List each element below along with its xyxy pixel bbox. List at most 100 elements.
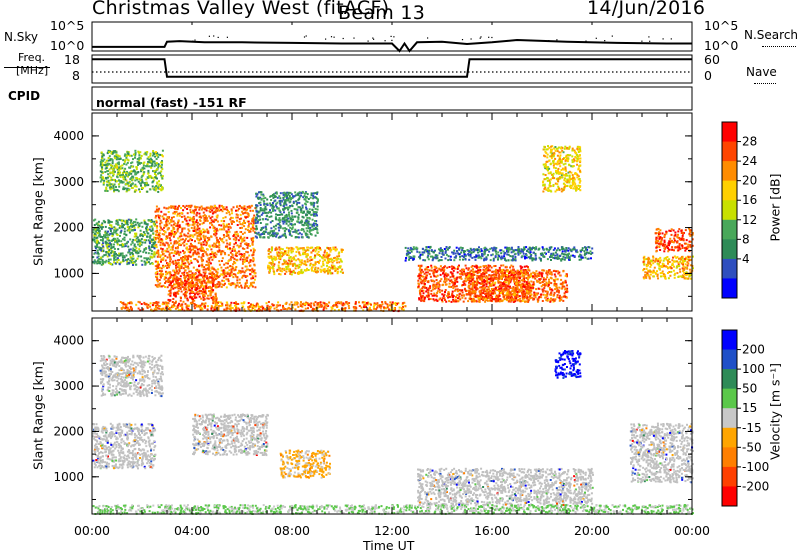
scatter-cell (241, 262, 244, 265)
scatter-cell (176, 223, 179, 225)
scatter-cell (283, 230, 286, 233)
scatter-cell (420, 299, 423, 302)
scatter-cell (206, 305, 209, 308)
scatter-cell (203, 274, 206, 277)
scatter-cell (222, 284, 225, 287)
scatter-cell (279, 255, 282, 257)
scatter-cell (111, 187, 114, 190)
scatter-cell (230, 216, 233, 219)
scatter-cell (123, 227, 126, 230)
scatter-cell (238, 278, 241, 281)
scatter-cell (134, 221, 137, 224)
scatter-cell (298, 247, 301, 250)
scatter-cell (284, 252, 287, 255)
scatter-cell (200, 258, 203, 261)
scatter-cell (279, 304, 282, 307)
scatter-cell (168, 206, 171, 209)
scatter-cell (161, 154, 163, 157)
scatter-cell (247, 261, 250, 264)
scatter-cell (147, 160, 150, 163)
scatter-cell (196, 211, 199, 214)
scatter-cell (246, 246, 249, 249)
scatter-cell (465, 276, 468, 279)
scatter-cell (136, 252, 139, 255)
scatter-cell (200, 256, 203, 259)
scatter-cell (198, 265, 200, 268)
scatter-cell (175, 282, 178, 284)
scatter-cell (97, 255, 100, 258)
scatter-cell (283, 259, 286, 262)
scatter-cell (136, 178, 139, 181)
scatter-cell (337, 309, 340, 311)
scatter-cell (219, 282, 222, 285)
scatter-cell (290, 301, 293, 304)
scatter-cell (99, 246, 102, 249)
scatter-cell (184, 286, 187, 289)
scatter-cell (202, 294, 205, 297)
scatter-cell (267, 267, 270, 270)
scatter-cell (249, 282, 252, 285)
scatter-cell (109, 188, 112, 191)
scatter-cell (204, 305, 207, 308)
scatter-cell (94, 218, 97, 221)
scatter-cell (113, 261, 116, 264)
scatter-cell (319, 247, 321, 250)
scatter-cell (250, 303, 252, 306)
scatter-cell (285, 270, 288, 273)
scatter-cell (183, 241, 186, 244)
scatter-cell (479, 270, 482, 273)
scatter-cell (326, 246, 329, 249)
scatter-cell (126, 158, 129, 161)
scatter-cell (191, 287, 193, 290)
scatter-cell (193, 305, 196, 308)
scatter-cell (184, 239, 187, 242)
scatter-cell (115, 151, 118, 154)
scatter-cell (129, 248, 132, 251)
scatter-cell (181, 242, 184, 245)
scatter-cell (186, 272, 189, 275)
scatter-cell (278, 217, 281, 220)
scatter-cell (222, 226, 225, 229)
scatter-cell (521, 266, 524, 269)
scatter-cell (313, 224, 316, 227)
scatter-cell (435, 298, 438, 301)
scatter-cell (149, 305, 152, 308)
scatter-cell (195, 282, 198, 285)
scatter-cell (328, 266, 331, 269)
scatter-cell (426, 295, 429, 298)
scatter-cell (403, 301, 406, 304)
scatter-cell (105, 189, 108, 192)
scatter-cell (222, 250, 225, 253)
scatter-cell (171, 284, 174, 287)
scatter-cell (277, 266, 280, 269)
beam-label: Beam 13 (338, 2, 426, 24)
scatter-cell (174, 295, 177, 298)
scatter-cell (251, 224, 254, 227)
scatter-cell (127, 151, 130, 154)
scatter-cell (137, 307, 140, 310)
scatter-cell (93, 252, 96, 255)
scatter-cell (145, 230, 148, 233)
scatter-cell (318, 305, 321, 308)
scatter-cell (99, 258, 102, 261)
scatter-cell (300, 271, 303, 274)
scatter-cell (215, 286, 218, 289)
scatter-cell (140, 157, 142, 160)
scatter-cell (289, 268, 291, 271)
scatter-cell (138, 159, 141, 162)
scatter-cell (97, 223, 100, 226)
scatter-cell (122, 181, 125, 184)
scatter-cell (299, 260, 302, 263)
scatter-cell (264, 211, 267, 214)
scatter-cell (244, 269, 247, 272)
scatter-cell (186, 216, 189, 219)
scatter-cell (225, 278, 228, 281)
scatter-cell (327, 272, 330, 275)
scatter-cell (208, 257, 211, 260)
scatter-cell (401, 308, 404, 311)
freq-tick-high: 18 (64, 52, 80, 67)
scatter-cell (370, 303, 372, 306)
scatter-cell (127, 229, 130, 232)
scatter-cell (312, 227, 315, 230)
scatter-cell (134, 151, 137, 154)
